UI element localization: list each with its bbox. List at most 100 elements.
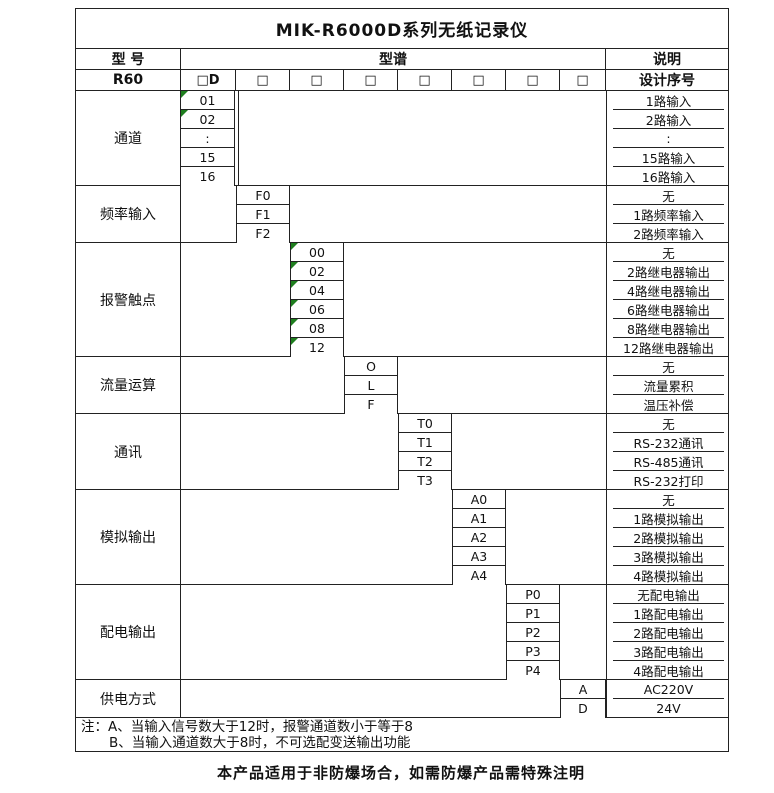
description-column-divider [606, 490, 607, 584]
description-column-divider [606, 186, 607, 242]
code-cell: 02 [290, 262, 344, 281]
table-title: MIK-R6000D系列无纸记录仪 [76, 9, 728, 49]
note-line-b: B、当输入通道数大于8时，不可选配变送输出功能 [109, 735, 411, 751]
header-row-1: 型 号 型谱 说明 [76, 49, 728, 70]
code-text: A [578, 681, 588, 697]
code-text: 08 [309, 320, 325, 336]
code-stack: P0 P1 P2 P3 P4 [506, 585, 560, 680]
description-column-divider [606, 680, 607, 717]
description-stack: 无 RS-232通讯 RS-485通讯 RS-232打印 [613, 414, 724, 490]
code-cell: L [344, 376, 398, 395]
cell-flag-icon [291, 300, 298, 307]
description-column-divider [606, 91, 607, 185]
description-cell: 4路模拟输出 [633, 569, 704, 584]
code-cell: 06 [290, 300, 344, 319]
code-cell: A4 [452, 566, 506, 585]
header-spectrum-label: 型谱 [181, 49, 606, 69]
section-band: 供电方式 A D AC220V 24V [76, 680, 728, 718]
code-cell: A1 [452, 509, 506, 528]
description-stack: 无 2路继电器输出 4路继电器输出 6路继电器输出 8路继电器输出 12路继电器输出 [613, 243, 724, 357]
code-text: F2 [255, 226, 271, 241]
section-label: 通道 [76, 91, 181, 185]
code-text: 02 [199, 111, 216, 127]
code-slot-cell: □ [398, 70, 452, 90]
code-cell: 02 [180, 110, 235, 129]
description-cell: 3路模拟输出 [613, 547, 724, 566]
code-cell: P3 [506, 642, 560, 661]
section-label: 模拟输出 [76, 490, 181, 584]
description-stack: 无配电输出 1路配电输出 2路配电输出 3路配电输出 4路配电输出 [613, 585, 724, 680]
description-stack: 1路输入 2路输入:15路输入 16路输入 [613, 91, 724, 186]
description-column-divider [606, 243, 607, 356]
description-cell: 24V [656, 701, 681, 716]
code-text: F1 [255, 206, 271, 222]
description-cell: 2路频率输入 [633, 227, 704, 242]
section-band: 通讯 T0 T1 T2 T3 无 RS-232通讯 RS-485通讯 RS-232打印 [76, 414, 728, 490]
code-cell: 01 [180, 91, 235, 110]
code-cell: 04 [290, 281, 344, 300]
code-cell: P0 [506, 585, 560, 604]
cell-flag-icon [291, 338, 298, 345]
description-cell: 4路继电器输出 [613, 281, 724, 300]
description-cell: 无 [613, 490, 724, 509]
description-cell: 无 [613, 186, 724, 205]
code-cell: T3 [398, 471, 452, 490]
description-stack: 无 1路频率输入 2路频率输入 [613, 186, 724, 243]
code-text: L [367, 377, 375, 393]
code-slot-cell: □ [506, 70, 560, 90]
description-cell: 流量累积 [613, 376, 724, 395]
section-band: 流量运算 O L F 无流量累积 温压补偿 [76, 357, 728, 414]
code-cell: 16 [180, 167, 235, 186]
code-text: D [578, 701, 588, 716]
description-cell: 15路输入 [613, 148, 724, 167]
section-bands: 通道 01 02:15 16 1路输入 2路输入:15路输入 16路输入 频率输入 F0 F1 F2… [76, 91, 728, 718]
description-cell: 1路频率输入 [613, 205, 724, 224]
code-slot-cell: □ [452, 70, 506, 90]
description-cell: 2路模拟输出 [613, 528, 724, 547]
code-text: 15 [199, 149, 216, 165]
section-label: 报警触点 [76, 243, 181, 356]
code-cell: A0 [452, 490, 506, 509]
code-text: A3 [470, 548, 488, 564]
description-cell: 6路继电器输出 [613, 300, 724, 319]
description-cell: 温压补偿 [643, 398, 694, 413]
description-cell: 4路配电输出 [633, 664, 704, 679]
section-band: 通道 01 02:15 16 1路输入 2路输入:15路输入 16路输入 [76, 91, 728, 186]
selection-table: MIK-R6000D系列无纸记录仪 型 号 型谱 说明 R60 □D □ □ □ □ □ □… [75, 8, 729, 752]
code-cell: P2 [506, 623, 560, 642]
code-text: 00 [309, 244, 325, 260]
section-band: 模拟输出 A0 A1 A2 A3 A4 无 1路模拟输出 2路模拟输出 3路模拟输出 4路模拟输出 [76, 490, 728, 585]
model-value: R60 [76, 70, 181, 90]
code-slot-cell: □ [560, 70, 606, 90]
description-cell: AC220V [613, 680, 724, 699]
code-text: P1 [525, 605, 541, 621]
description-column-divider [606, 357, 607, 413]
section-label: 流量运算 [76, 357, 181, 413]
section-band: 报警触点 00 02 04 06 08 12 无 2路继电器输出 4路继电器输出 6路继电器输出 8路… [76, 243, 728, 357]
description-cell: 8路继电器输出 [613, 319, 724, 338]
section-band: 频率输入 F0 F1 F2 无 1路频率输入 2路频率输入 [76, 186, 728, 243]
description-column-divider [606, 585, 607, 679]
cell-flag-icon [291, 281, 298, 288]
code-cell: 15 [180, 148, 235, 167]
description-cell: RS-232打印 [633, 474, 704, 489]
code-cell: F0 [236, 186, 290, 205]
cell-flag-icon [181, 110, 188, 117]
description-cell: : [613, 129, 724, 148]
description-cell: RS-485通讯 [613, 452, 724, 471]
cell-flag-icon [291, 262, 298, 269]
code-text: 04 [309, 282, 325, 298]
description-cell: 16路输入 [641, 170, 696, 185]
code-text: P3 [525, 643, 541, 659]
code-slot-cell: □ [236, 70, 290, 90]
description-stack: 无流量累积 温压补偿 [613, 357, 724, 414]
code-text: 01 [199, 92, 216, 108]
description-cell: 1路模拟输出 [613, 509, 724, 528]
code-stack: T0 T1 T2 T3 [398, 414, 452, 490]
code-slot-cell: □D [181, 70, 236, 90]
code-cell: F2 [236, 224, 290, 243]
code-slot-cell: □ [344, 70, 398, 90]
cell-flag-icon [181, 91, 188, 98]
description-cell: 12路继电器输出 [623, 341, 714, 356]
